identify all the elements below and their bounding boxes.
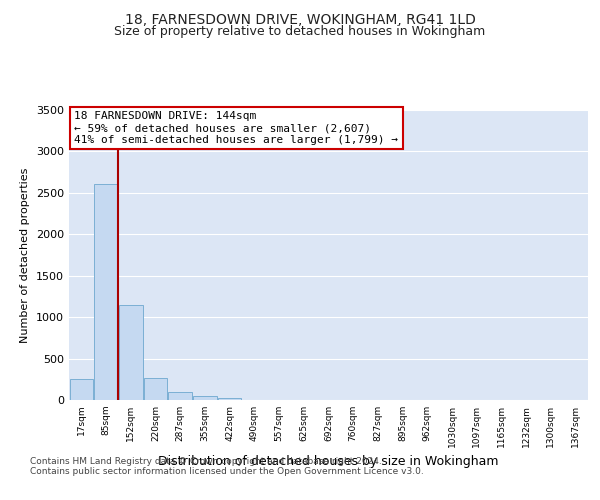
Text: Size of property relative to detached houses in Wokingham: Size of property relative to detached ho… [115, 25, 485, 38]
X-axis label: Distribution of detached houses by size in Wokingham: Distribution of detached houses by size … [158, 456, 499, 468]
Bar [119, 304, 143, 400]
Y-axis label: Number of detached properties: Number of detached properties [20, 168, 31, 342]
Text: Contains HM Land Registry data © Crown copyright and database right 2024.: Contains HM Land Registry data © Crown c… [30, 458, 382, 466]
Text: 18 FARNESDOWN DRIVE: 144sqm
← 59% of detached houses are smaller (2,607)
41% of : 18 FARNESDOWN DRIVE: 144sqm ← 59% of det… [74, 112, 398, 144]
Text: 18, FARNESDOWN DRIVE, WOKINGHAM, RG41 1LD: 18, FARNESDOWN DRIVE, WOKINGHAM, RG41 1L… [125, 12, 475, 26]
Bar [94, 184, 118, 400]
Bar [193, 396, 217, 400]
Bar [144, 378, 167, 400]
Text: Contains public sector information licensed under the Open Government Licence v3: Contains public sector information licen… [30, 468, 424, 476]
Bar [218, 398, 241, 400]
Bar [169, 392, 192, 400]
Bar [70, 380, 93, 400]
